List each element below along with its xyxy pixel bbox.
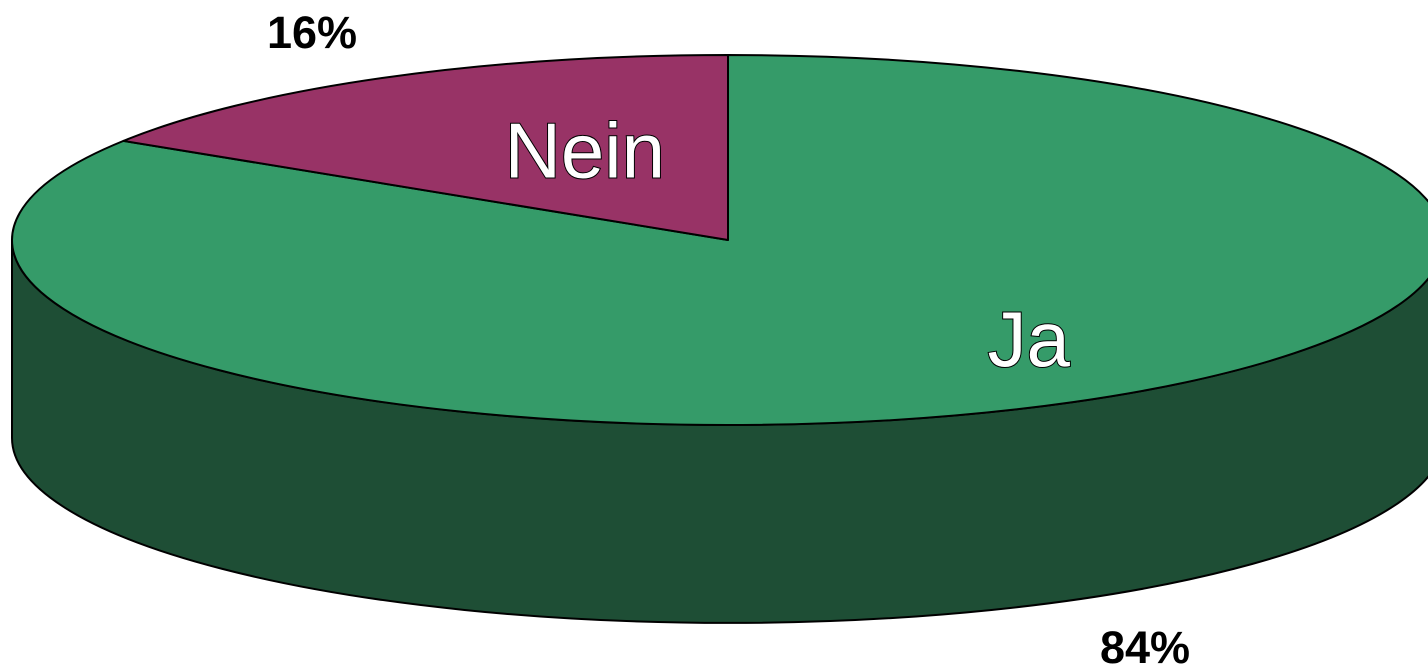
slice-labels: Ja Nein bbox=[504, 105, 1072, 384]
slice-ja bbox=[11, 54, 1428, 426]
value-label-nein: 16% bbox=[267, 7, 357, 58]
slice-nein bbox=[122, 54, 729, 241]
slice-label-ja: Ja bbox=[988, 295, 1071, 383]
pie-slices bbox=[11, 54, 1428, 426]
value-label-ja: 84% bbox=[1100, 622, 1190, 669]
slice-label-nein: Nein bbox=[505, 106, 665, 194]
